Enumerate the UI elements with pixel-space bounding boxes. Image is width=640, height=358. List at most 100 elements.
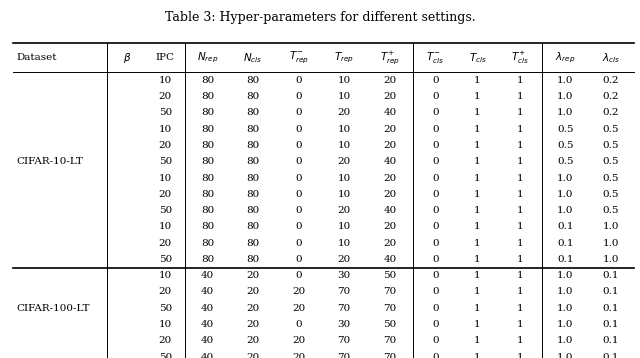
Text: 10: 10 xyxy=(338,222,351,231)
Text: 50: 50 xyxy=(159,255,172,264)
Text: 1: 1 xyxy=(516,239,523,248)
Text: 1: 1 xyxy=(516,304,523,313)
Text: 80: 80 xyxy=(201,206,214,215)
Text: 20: 20 xyxy=(246,287,260,296)
Text: 10: 10 xyxy=(338,92,351,101)
Text: 20: 20 xyxy=(159,190,172,199)
Text: 20: 20 xyxy=(246,336,260,345)
Text: 1: 1 xyxy=(474,190,481,199)
Text: 20: 20 xyxy=(292,353,305,358)
Text: 80: 80 xyxy=(201,239,214,248)
Text: 0: 0 xyxy=(295,108,302,117)
Text: 20: 20 xyxy=(159,239,172,248)
Text: 0: 0 xyxy=(432,320,439,329)
Text: 1: 1 xyxy=(516,255,523,264)
Text: $T^{+}_{cls}$: $T^{+}_{cls}$ xyxy=(511,50,529,66)
Text: 0.5: 0.5 xyxy=(557,141,573,150)
Text: 80: 80 xyxy=(246,239,260,248)
Text: 0: 0 xyxy=(432,287,439,296)
Text: 10: 10 xyxy=(159,222,172,231)
Text: 0.1: 0.1 xyxy=(602,271,619,280)
Text: 1: 1 xyxy=(474,287,481,296)
Text: IPC: IPC xyxy=(156,53,175,62)
Text: $T^{-}_{cls}$: $T^{-}_{cls}$ xyxy=(426,50,444,65)
Text: $N_{rep}$: $N_{rep}$ xyxy=(196,50,218,65)
Text: 70: 70 xyxy=(383,287,396,296)
Text: 1: 1 xyxy=(474,239,481,248)
Text: 0: 0 xyxy=(432,206,439,215)
Text: 1.0: 1.0 xyxy=(557,304,573,313)
Text: 50: 50 xyxy=(383,320,396,329)
Text: 20: 20 xyxy=(159,92,172,101)
Text: 1: 1 xyxy=(516,125,523,134)
Text: 1.0: 1.0 xyxy=(557,271,573,280)
Text: 1: 1 xyxy=(474,141,481,150)
Text: 20: 20 xyxy=(383,76,396,85)
Text: $T_{rep}$: $T_{rep}$ xyxy=(334,50,355,65)
Text: 1.0: 1.0 xyxy=(557,92,573,101)
Text: 10: 10 xyxy=(338,125,351,134)
Text: 10: 10 xyxy=(159,174,172,183)
Text: 10: 10 xyxy=(338,76,351,85)
Text: 0: 0 xyxy=(295,239,302,248)
Text: 0: 0 xyxy=(295,190,302,199)
Text: 20: 20 xyxy=(159,141,172,150)
Text: 80: 80 xyxy=(201,190,214,199)
Text: 80: 80 xyxy=(246,125,260,134)
Text: 1: 1 xyxy=(474,157,481,166)
Text: 0: 0 xyxy=(432,92,439,101)
Text: 0: 0 xyxy=(295,222,302,231)
Text: 0: 0 xyxy=(432,239,439,248)
Text: 20: 20 xyxy=(383,239,396,248)
Text: 1: 1 xyxy=(474,174,481,183)
Text: 70: 70 xyxy=(383,304,396,313)
Text: 1.0: 1.0 xyxy=(557,320,573,329)
Text: 0.5: 0.5 xyxy=(602,157,619,166)
Text: 0.1: 0.1 xyxy=(602,287,619,296)
Text: 30: 30 xyxy=(338,320,351,329)
Text: Dataset: Dataset xyxy=(16,53,56,62)
Text: 0.1: 0.1 xyxy=(557,239,573,248)
Text: 20: 20 xyxy=(383,125,396,134)
Text: $\beta$: $\beta$ xyxy=(123,50,131,65)
Text: 1.0: 1.0 xyxy=(557,108,573,117)
Text: 1.0: 1.0 xyxy=(557,353,573,358)
Text: 20: 20 xyxy=(292,287,305,296)
Text: 0: 0 xyxy=(295,320,302,329)
Text: 80: 80 xyxy=(201,222,214,231)
Text: 0.5: 0.5 xyxy=(602,141,619,150)
Text: $\lambda_{cls}$: $\lambda_{cls}$ xyxy=(602,51,620,64)
Text: 40: 40 xyxy=(383,255,396,264)
Text: 1: 1 xyxy=(474,320,481,329)
Text: 1: 1 xyxy=(516,320,523,329)
Text: 80: 80 xyxy=(201,141,214,150)
Text: 0.2: 0.2 xyxy=(602,76,619,85)
Text: 70: 70 xyxy=(383,353,396,358)
Text: 80: 80 xyxy=(246,108,260,117)
Text: 1: 1 xyxy=(474,76,481,85)
Text: 0.5: 0.5 xyxy=(557,157,573,166)
Text: 0: 0 xyxy=(432,271,439,280)
Text: 0: 0 xyxy=(432,222,439,231)
Text: 0.5: 0.5 xyxy=(602,190,619,199)
Text: 10: 10 xyxy=(159,76,172,85)
Text: 70: 70 xyxy=(338,304,351,313)
Text: 20: 20 xyxy=(383,222,396,231)
Text: 0: 0 xyxy=(432,174,439,183)
Text: 0.1: 0.1 xyxy=(557,255,573,264)
Text: 0: 0 xyxy=(432,336,439,345)
Text: 1: 1 xyxy=(474,92,481,101)
Text: CIFAR-100-LT: CIFAR-100-LT xyxy=(16,304,90,313)
Text: 0: 0 xyxy=(432,255,439,264)
Text: 0.1: 0.1 xyxy=(602,304,619,313)
Text: 1: 1 xyxy=(474,206,481,215)
Text: 0: 0 xyxy=(295,271,302,280)
Text: 80: 80 xyxy=(246,92,260,101)
Text: 0: 0 xyxy=(295,206,302,215)
Text: 70: 70 xyxy=(383,336,396,345)
Text: 80: 80 xyxy=(246,76,260,85)
Text: 10: 10 xyxy=(159,271,172,280)
Text: 1: 1 xyxy=(474,222,481,231)
Text: 30: 30 xyxy=(338,271,351,280)
Text: 0: 0 xyxy=(432,353,439,358)
